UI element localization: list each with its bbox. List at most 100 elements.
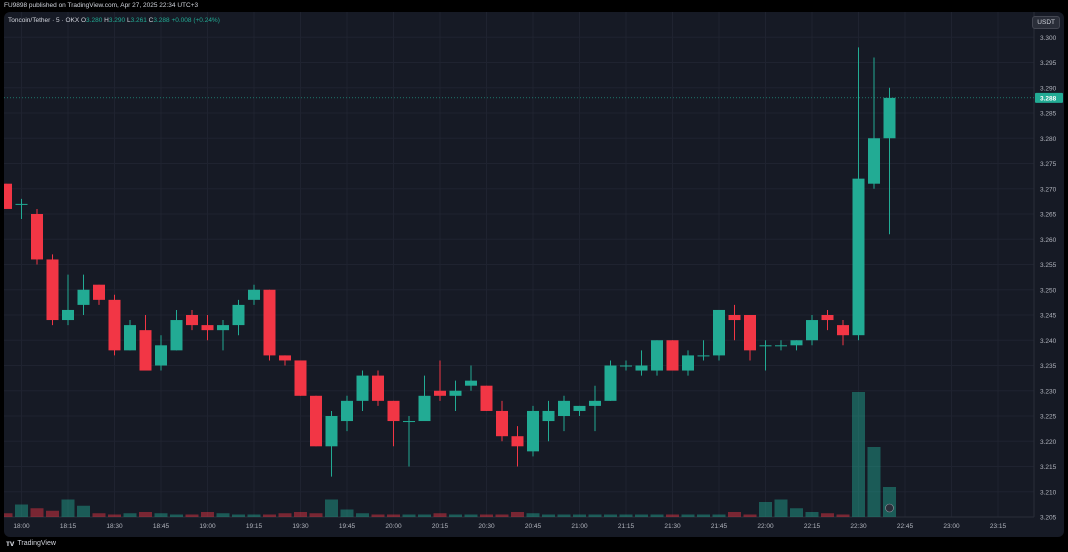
volume-bar [294, 512, 307, 517]
volume-bar [449, 514, 462, 517]
y-tick-label: 3.210 [1040, 489, 1057, 496]
volume-bar [650, 514, 664, 517]
candle-body [31, 214, 43, 260]
volume-bar [402, 514, 416, 517]
candle-body [15, 203, 28, 205]
low-label: L [126, 17, 131, 24]
x-tick-label: 20:00 [385, 523, 402, 530]
volume-bar [681, 514, 695, 517]
volume-bar [201, 512, 214, 517]
x-tick-label: 21:15 [618, 523, 635, 530]
event-marker-icon [885, 503, 894, 513]
volume-bar [728, 512, 741, 517]
y-tick-label: 3.215 [1040, 464, 1057, 471]
publish-info: FU9898 published on TradingView.com, Apr… [4, 2, 199, 9]
candle-body [527, 410, 539, 452]
candle-body [682, 355, 694, 371]
x-tick-label: 19:15 [246, 523, 263, 530]
candle-body [480, 385, 493, 411]
volume-bar [15, 504, 28, 517]
candle-body [372, 375, 384, 401]
y-tick-label: 3.220 [1040, 439, 1057, 446]
high-value: 3.290 [108, 17, 126, 24]
x-tick-label: 19:00 [199, 523, 216, 530]
volume-bar [46, 510, 59, 517]
x-tick-label: 21:45 [711, 523, 728, 530]
candle-body [46, 259, 59, 321]
chart-panel[interactable]: 3.300 3.295 3.290 3.285 3.280 3.275 3.270 3.265… [4, 12, 1064, 537]
symbol-legend: Toncoin/Tether · 5 · OKX O3.280 H3.290 L… [8, 17, 220, 24]
open-label: O [80, 17, 87, 24]
candle-body [837, 325, 849, 336]
volume-bar [495, 514, 509, 517]
volume-bar [278, 513, 292, 517]
x-tick-label: 19:30 [292, 523, 309, 530]
volume-bar [92, 513, 106, 517]
close-value: 3.288 [153, 17, 170, 24]
y-tick-label: 3.225 [1040, 414, 1057, 421]
volume-bar [170, 514, 183, 517]
candlestick-chart[interactable]: 3.300 3.295 3.290 3.285 3.280 3.275 3.270 3.265… [4, 12, 1064, 537]
x-tick-label: 23:00 [943, 523, 960, 530]
tradingview-logo[interactable]: ᴛv TradingView [6, 537, 56, 551]
volume-bar [480, 514, 493, 517]
volume-bar [619, 514, 633, 517]
x-tick-label: 18:15 [60, 523, 77, 530]
volume-bar [464, 514, 478, 517]
volume-bar [588, 514, 602, 517]
volume-bar [774, 499, 788, 517]
x-tick-label: 20:45 [525, 523, 542, 530]
candle-body [744, 315, 756, 351]
y-tick-label: 3.280 [1040, 136, 1057, 143]
volume-bar [743, 514, 757, 517]
candle-body [403, 421, 415, 423]
volume-bar [635, 514, 648, 517]
candle-body [573, 405, 586, 411]
candle-body [883, 97, 896, 139]
volume-bar [604, 514, 617, 517]
last-price-badge [1035, 92, 1063, 103]
y-tick-label: 3.275 [1040, 161, 1057, 168]
candle-body [728, 315, 741, 321]
x-tick-label: 22:00 [757, 523, 774, 530]
candle-body [496, 410, 508, 437]
volume-bar [356, 513, 369, 517]
candle-body [232, 304, 245, 326]
x-tick-label: 18:00 [13, 523, 30, 530]
x-tick-label: 22:30 [850, 523, 867, 530]
last-price-label: 3.288 [1040, 95, 1057, 102]
x-tick-label: 23:15 [990, 523, 1007, 530]
volume-bar [309, 513, 323, 517]
candle-body [139, 330, 152, 371]
volume-bar [325, 499, 338, 517]
volume-bar [697, 514, 710, 517]
volume-bar [433, 513, 447, 517]
candle-body [93, 284, 105, 300]
candle-body [201, 325, 214, 331]
candle-body [759, 345, 772, 347]
y-tick-label: 3.245 [1040, 313, 1057, 320]
candle-body [279, 355, 291, 361]
candle-body [775, 345, 787, 347]
candle-body [651, 340, 663, 371]
open-value: 3.280 [86, 17, 103, 24]
volume-bar [247, 514, 261, 517]
currency-button[interactable]: USDT [1032, 16, 1060, 29]
candle-body [790, 340, 803, 346]
x-tick-label: 22:45 [897, 523, 914, 530]
candle-body [434, 390, 446, 396]
tradingview-logo-icon: ᴛv [6, 539, 15, 548]
symbol-name: Toncoin/Tether · 5 · OKX [8, 17, 80, 24]
candle-body [341, 400, 353, 422]
x-tick-label: 18:45 [153, 523, 170, 530]
candle-body [558, 400, 570, 416]
y-tick-label: 3.290 [1040, 85, 1057, 92]
y-tick-label: 3.205 [1040, 515, 1057, 522]
x-tick-label: 18:30 [106, 523, 123, 530]
volume-bar [185, 514, 199, 517]
volume-bar [371, 514, 385, 517]
volume-bar [139, 512, 152, 517]
volume-bar [154, 513, 168, 517]
candle-body [852, 178, 865, 336]
y-tick-label: 3.230 [1040, 388, 1057, 395]
